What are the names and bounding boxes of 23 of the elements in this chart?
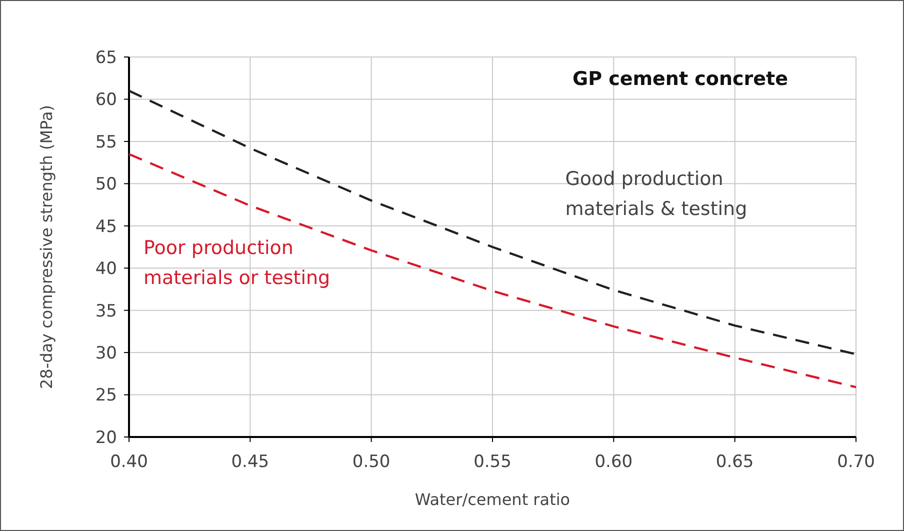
x-axis-title: Water/cement ratio bbox=[414, 490, 570, 509]
line-series bbox=[128, 153, 858, 388]
x-tick-label: 0.55 bbox=[474, 452, 512, 472]
series-label: Poor production materials or testing bbox=[144, 237, 330, 290]
x-tick-label: 0.40 bbox=[110, 452, 148, 472]
y-axis-title: 28-day compressive strength (MPa) bbox=[37, 104, 56, 390]
y-tick-label: 40 bbox=[95, 259, 117, 280]
y-tick-label: 55 bbox=[95, 132, 117, 152]
y-tick-label: 25 bbox=[95, 386, 117, 406]
y-tick-label: 50 bbox=[95, 174, 117, 195]
text: Good production materials & testing bbox=[565, 168, 748, 220]
y-tick-label: 65 bbox=[95, 48, 117, 68]
x-tick-label: 0.45 bbox=[231, 452, 270, 472]
x-tick-label: 0.60 bbox=[594, 452, 633, 472]
x-tick-label: 0.50 bbox=[352, 452, 390, 472]
x-tick-label: 0.70 bbox=[837, 452, 875, 472]
y-tick-label: 35 bbox=[95, 301, 117, 322]
x-tick-label: 0.65 bbox=[716, 452, 754, 472]
y-tick-label: 30 bbox=[95, 344, 117, 364]
text: GP cement concrete bbox=[572, 68, 788, 90]
y-tick-label: 45 bbox=[95, 216, 117, 237]
y-tick-label: 20 bbox=[95, 428, 117, 448]
y-tick-label: 60 bbox=[95, 90, 117, 110]
